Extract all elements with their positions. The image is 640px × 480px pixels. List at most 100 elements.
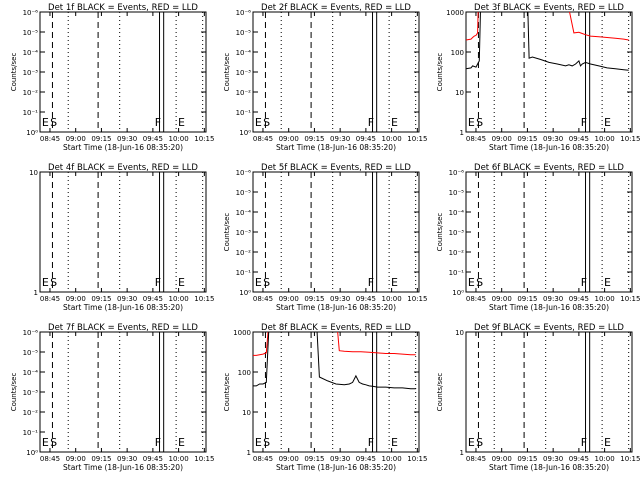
y-tick-label: 1000 (233, 329, 251, 337)
y-tick-label: 1 (460, 129, 464, 137)
x-tick-label: 08:45 (466, 295, 486, 303)
x-axis-label: Start Time (18-Jun-16 08:35:20) (489, 303, 609, 312)
x-tick-label: 08:45 (40, 135, 60, 143)
y-tick-label: 10⁰ (26, 129, 38, 137)
x-tick-label: 10:00 (595, 135, 615, 143)
x-tick-label: 09:30 (543, 135, 563, 143)
chart-title: Det 2f BLACK = Events, RED = LLD (261, 3, 411, 13)
chart-panel-1: Det 1f BLACK = Events, RED = LLD 10⁰ 10⁻¹ 1… (10, 3, 214, 152)
x-tick-label: 09:15 (91, 135, 111, 143)
x-tick-label: 10:15 (194, 135, 214, 143)
x-tick-label: 09:15 (517, 295, 537, 303)
event-marker: F (581, 276, 587, 289)
event-marker: F (368, 116, 374, 129)
plot-frame (465, 11, 633, 133)
chart-title: Det 4f BLACK = Events, RED = LLD (48, 163, 198, 173)
event-marker: S (50, 436, 57, 449)
chart-title: Det 3f BLACK = Events, RED = LLD (474, 3, 624, 13)
x-tick-label: 09:30 (117, 455, 137, 463)
y-tick-label: 10⁻⁴ (23, 49, 39, 57)
x-tick-label: 10:15 (194, 295, 214, 303)
y-tick-label: 10⁻² (23, 409, 39, 417)
event-marker: E (468, 116, 475, 129)
y-tick-label: 10⁻⁴ (236, 49, 252, 57)
x-tick-label: 10:15 (194, 455, 214, 463)
x-axis-label: Start Time (18-Jun-16 08:35:20) (63, 303, 183, 312)
chart-title: Det 7f BLACK = Events, RED = LLD (48, 323, 198, 333)
event-marker: F (581, 436, 587, 449)
event-marker: E (604, 276, 611, 289)
y-tick-label: 10⁰ (239, 289, 251, 297)
y-axis-label: Counts/sec (223, 373, 231, 412)
event-marker: S (263, 116, 270, 129)
x-tick-label: 09:30 (543, 455, 563, 463)
y-tick-label: 10⁻³ (449, 229, 465, 237)
event-marker: E (255, 276, 262, 289)
x-tick-label: 09:15 (304, 135, 324, 143)
plot-frame (252, 171, 420, 293)
event-marker: E (391, 276, 398, 289)
series-line-1 (466, 12, 629, 41)
x-tick-label: 08:45 (466, 455, 486, 463)
x-tick-label: 09:30 (330, 135, 350, 143)
y-tick-label: 10⁻² (23, 89, 39, 97)
event-marker: E (255, 436, 262, 449)
chart-panel-2: Det 2f BLACK = Events, RED = LLD 10⁰ 10⁻¹ 1… (223, 3, 427, 152)
chart-panel-8: Det 8f BLACK = Events, RED = LLD 1 10 100 10… (223, 323, 427, 472)
y-tick-label: 10⁻⁶ (23, 9, 39, 17)
chart-panel-3: Det 3f BLACK = Events, RED = LLD 1 10 100 10… (436, 3, 640, 152)
x-tick-label: 10:00 (169, 455, 189, 463)
series-line-2 (253, 332, 416, 390)
event-marker: S (263, 276, 270, 289)
x-tick-label: 08:45 (40, 455, 60, 463)
x-tick-label: 10:15 (407, 295, 427, 303)
y-tick-label: 10⁻⁵ (236, 189, 252, 197)
event-marker: S (476, 276, 483, 289)
x-tick-label: 10:15 (407, 455, 427, 463)
y-tick-label: 10⁻⁴ (236, 209, 252, 217)
event-marker: F (368, 436, 374, 449)
x-tick-label: 08:45 (40, 295, 60, 303)
y-tick-label: 100 (238, 369, 251, 377)
x-tick-label: 08:45 (253, 135, 273, 143)
chart-title: Det 5f BLACK = Events, RED = LLD (261, 163, 411, 173)
plot-frame (465, 331, 633, 453)
event-marker: S (50, 276, 57, 289)
x-tick-label: 09:45 (569, 295, 589, 303)
plot-frame (252, 11, 420, 133)
y-tick-label: 10⁻⁶ (236, 169, 252, 177)
y-tick-label: 10 (455, 89, 464, 97)
event-marker: E (391, 436, 398, 449)
x-tick-label: 09:45 (143, 455, 163, 463)
chart-title: Det 6f BLACK = Events, RED = LLD (474, 163, 624, 173)
y-tick-label: 10⁻² (449, 249, 465, 257)
y-tick-label: 1 (247, 449, 251, 457)
y-tick-label: 10⁻³ (23, 69, 39, 77)
x-tick-label: 09:00 (279, 455, 299, 463)
event-marker: E (604, 436, 611, 449)
x-tick-label: 09:45 (143, 135, 163, 143)
y-tick-label: 10 (29, 169, 38, 177)
x-tick-label: 09:00 (279, 135, 299, 143)
x-tick-label: 09:45 (569, 455, 589, 463)
y-tick-label: 10⁻³ (23, 389, 39, 397)
x-tick-label: 09:00 (66, 455, 86, 463)
y-axis-label: Counts/sec (436, 213, 444, 252)
event-marker: S (476, 436, 483, 449)
plot-frame (39, 331, 207, 453)
x-tick-label: 09:45 (356, 455, 376, 463)
x-tick-label: 08:45 (466, 135, 486, 143)
chart-title: Det 8f BLACK = Events, RED = LLD (261, 323, 411, 333)
event-marker: S (476, 116, 483, 129)
chart-panel-6: Det 6f BLACK = Events, RED = LLD 10⁰ 10⁻¹ 1… (436, 163, 640, 312)
chart-panel-4: Det 4f BLACK = Events, RED = LLD 1 10 08:45… (29, 163, 214, 312)
chart-title: Det 9f BLACK = Events, RED = LLD (474, 323, 624, 333)
x-axis-label: Start Time (18-Jun-16 08:35:20) (63, 143, 183, 152)
event-marker: E (604, 116, 611, 129)
chart-panel-9: Det 9f BLACK = Events, RED = LLD 1 10 Count… (436, 323, 640, 472)
chart-panel-5: Det 5f BLACK = Events, RED = LLD 10⁰ 10⁻¹ 1… (223, 163, 427, 312)
x-tick-label: 10:00 (382, 135, 402, 143)
y-tick-label: 10⁻⁴ (23, 369, 39, 377)
event-marker: E (391, 116, 398, 129)
x-tick-label: 09:30 (117, 135, 137, 143)
